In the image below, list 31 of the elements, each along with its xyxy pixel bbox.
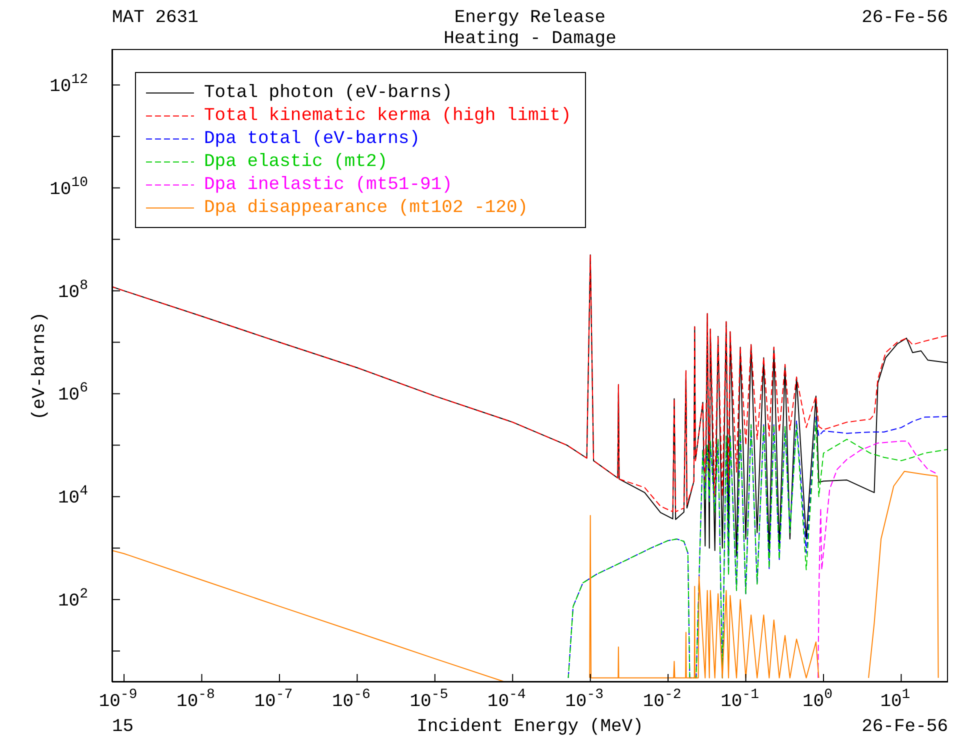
text: 26-Fe-56 [862,717,948,737]
y-tick-label: 10$^{8}$ [58,278,88,303]
chart-subtitle: Heating - Damage [444,29,616,49]
text: 15 [112,717,134,737]
y-tick-label: 10$^{4}$ [58,484,88,509]
legend-label: Dpa total (eV-barns) [204,128,420,148]
legend-label: Total photon (eV-barns) [204,82,452,102]
x-tick-label: 10$^{-8}$ [176,687,215,712]
x-tick-label: 10$^{-3}$ [565,687,604,712]
legend-label: Total kinematic kerma (high limit) [204,106,572,126]
legend-label: Dpa inelastic (mt51-91) [204,174,452,194]
y-tick-label: 10$^{10}$ [50,174,88,200]
x-tick-label: 10$^{-2}$ [642,687,682,712]
x-tick-label: 10$^{0}$ [802,687,832,712]
x-tick-label: 10$^{-7}$ [254,687,293,712]
x-tick-label: 10$^{-4}$ [487,687,526,712]
legend-label: Dpa elastic (mt2) [204,152,388,172]
text: MAT 2631 [112,8,198,28]
y-tick-label: 10$^{2}$ [58,586,88,612]
x-tick-label: 10$^{-6}$ [332,687,370,712]
x-tick-label: 10$^{-9}$ [98,687,138,712]
y-tick-label: 10$^{12}$ [50,72,88,97]
x-tick-label: 10$^{1}$ [880,687,910,712]
y-axis-title: (eV-barns) [30,311,50,420]
x-axis-title: Incident Energy (MeV) [416,717,644,737]
x-tick-label: 10$^{-5}$ [410,687,448,712]
x-tick-label: 10$^{-1}$ [720,687,759,712]
legend-label: Dpa disappearance (mt102 -120) [204,198,528,218]
text: 26-Fe-56 [862,8,948,28]
y-tick-label: 10$^{6}$ [58,380,88,406]
chart-title: Energy Release [454,8,606,28]
